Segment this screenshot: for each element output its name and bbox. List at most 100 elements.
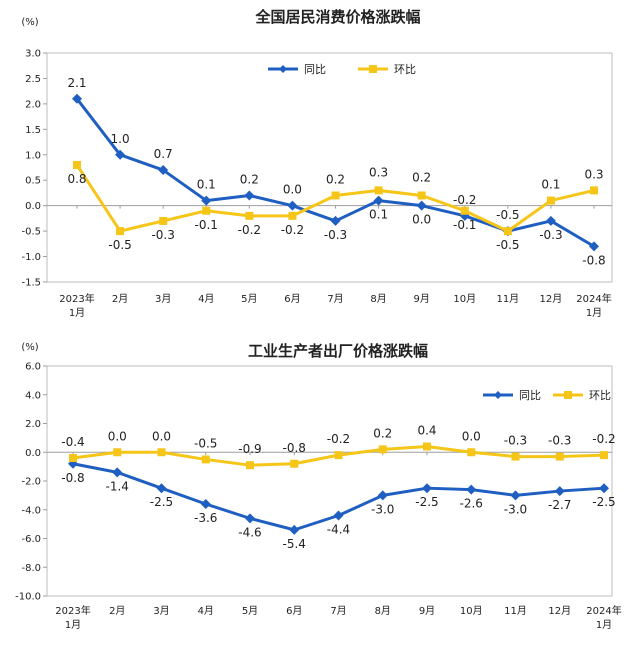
data-label: 0.2 — [240, 172, 259, 186]
x-tick-label: 1月 — [69, 307, 85, 319]
data-point — [599, 483, 609, 494]
x-tick-label: 7月 — [327, 293, 343, 305]
data-label: -0.3 — [539, 228, 562, 242]
y-tick-label: 1.5 — [25, 125, 41, 136]
data-label: 0.1 — [369, 208, 388, 222]
data-point — [159, 216, 168, 225]
legend-item: 环比 — [553, 389, 611, 402]
x-tick-label: 7月 — [330, 605, 346, 617]
data-label: -0.3 — [324, 228, 347, 242]
data-point — [287, 200, 298, 211]
x-tick-label: 1月 — [596, 619, 612, 631]
legend-label: 同比 — [519, 389, 541, 402]
data-label: -0.5 — [496, 238, 519, 252]
data-label: 0.4 — [417, 424, 436, 438]
y-unit-label: (%) — [21, 17, 38, 28]
x-tick-label: 5月 — [241, 293, 257, 305]
legend-marker — [494, 391, 502, 399]
data-point — [374, 186, 383, 195]
x-tick-label: 12月 — [540, 293, 563, 305]
data-label: -0.2 — [281, 223, 304, 237]
data-point — [545, 215, 556, 226]
data-label: -0.5 — [108, 238, 131, 252]
data-label: 0.1 — [197, 178, 216, 192]
y-tick-label: -2.0 — [21, 477, 41, 488]
data-label: 0.0 — [412, 213, 431, 227]
y-tick-label: -8.0 — [21, 563, 41, 574]
data-label: 0.7 — [154, 147, 173, 161]
data-point — [246, 461, 254, 470]
data-point — [589, 241, 599, 252]
data-point — [158, 165, 169, 176]
data-point — [417, 191, 426, 200]
data-point — [600, 451, 608, 460]
x-tick-label: 1月 — [65, 619, 81, 631]
data-point — [334, 451, 343, 460]
data-point — [73, 160, 81, 169]
data-point — [290, 459, 299, 468]
data-point — [546, 196, 555, 205]
data-label: -2.5 — [415, 495, 438, 509]
y-tick-label: 2.0 — [25, 99, 41, 110]
data-point — [378, 445, 387, 454]
y-unit-label: (%) — [21, 342, 38, 353]
y-tick-label: -1.5 — [21, 278, 41, 289]
y-tick-label: -6.0 — [21, 534, 41, 545]
data-label: -3.0 — [371, 502, 394, 516]
x-tick-label: 8月 — [375, 605, 391, 617]
x-tick-label: 9月 — [419, 605, 435, 617]
data-label: -0.8 — [582, 253, 605, 267]
data-label: 0.2 — [326, 172, 345, 186]
y-tick-label: 1.0 — [25, 150, 41, 161]
data-label: -0.4 — [61, 435, 84, 449]
y-tick-label: -0.5 — [21, 227, 41, 238]
data-label: -2.5 — [150, 495, 173, 509]
data-point — [115, 149, 126, 160]
x-tick-label: 9月 — [413, 293, 429, 305]
data-label: 0.0 — [108, 429, 127, 443]
x-tick-label: 6月 — [284, 293, 300, 305]
y-tick-label: 3.0 — [25, 49, 41, 60]
data-point — [156, 483, 167, 494]
x-tick-label: 2024年 — [576, 292, 611, 305]
legend-item: 环比 — [358, 63, 416, 76]
y-tick-label: 2.5 — [25, 74, 41, 85]
data-point — [116, 227, 125, 236]
x-tick-label: 11月 — [496, 293, 519, 305]
y-tick-label: -1.0 — [21, 252, 41, 263]
data-point — [460, 206, 469, 215]
data-label: 0.8 — [67, 172, 86, 186]
y-tick-label: 0.5 — [25, 176, 41, 187]
data-point — [244, 190, 255, 201]
legend-marker — [564, 391, 572, 399]
data-label: -0.5 — [194, 436, 217, 450]
legend-marker — [279, 65, 287, 73]
x-tick-label: 2023年 — [59, 292, 94, 305]
legend-label: 环比 — [589, 389, 611, 402]
x-tick-label: 2024年 — [586, 604, 621, 617]
data-label: -0.1 — [195, 218, 218, 232]
data-label: -2.7 — [548, 498, 571, 512]
x-tick-label: 8月 — [370, 293, 386, 305]
data-point — [377, 490, 388, 501]
data-label: -0.2 — [592, 432, 615, 446]
data-label: -0.8 — [61, 471, 84, 485]
data-label: -0.3 — [548, 434, 571, 448]
x-tick-label: 5月 — [242, 605, 258, 617]
data-point — [422, 483, 432, 494]
data-point — [289, 524, 300, 535]
x-tick-label: 11月 — [504, 605, 527, 617]
data-label: -2.6 — [460, 497, 483, 511]
data-label: -1.4 — [106, 479, 129, 493]
data-point — [333, 510, 344, 521]
data-point — [503, 227, 512, 236]
x-tick-label: 4月 — [198, 605, 214, 617]
x-tick-label: 12月 — [548, 605, 571, 617]
data-point — [288, 211, 297, 220]
chart-title: 全国居民消费价格涨跌幅 — [254, 8, 420, 26]
legend-label: 同比 — [304, 63, 326, 76]
data-point — [466, 484, 477, 495]
data-label: 0.0 — [152, 429, 171, 443]
data-label: 0.2 — [373, 426, 392, 440]
